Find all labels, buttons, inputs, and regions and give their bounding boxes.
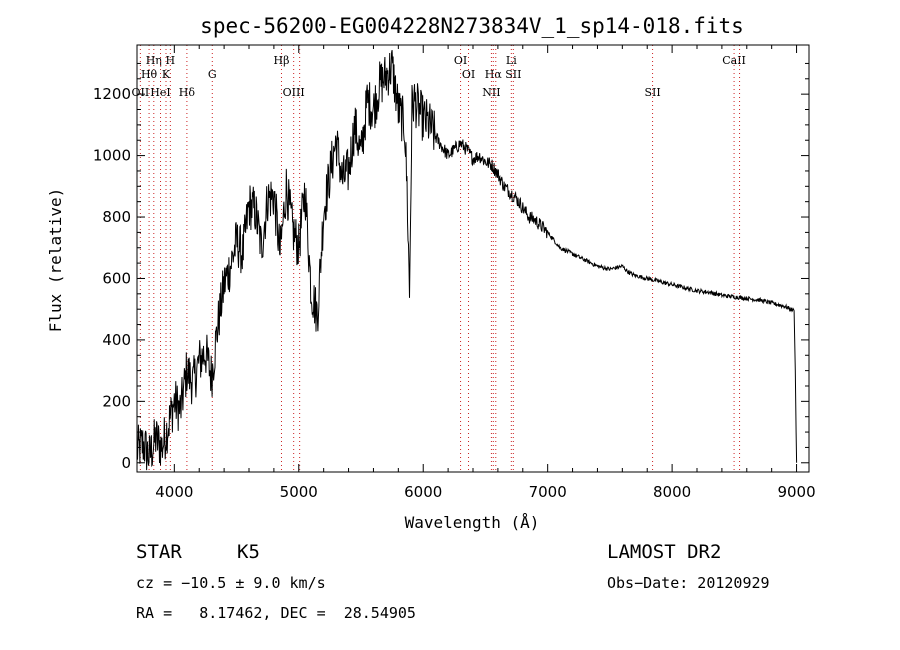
line-marker-label: NII <box>482 86 500 99</box>
line-marker-label: Hη <box>146 54 162 67</box>
spectrum-series-line <box>136 49 798 471</box>
line-marker-label: CaII <box>722 54 746 67</box>
y-tick-label: 400 <box>102 331 131 349</box>
chart-title: spec-56200-EG004228N273834V_1_sp14-018.f… <box>200 14 744 38</box>
y-tick-label: 1200 <box>93 85 131 103</box>
y-axis-label: Flux (relative) <box>46 188 65 333</box>
line-marker-label: SII <box>644 86 660 99</box>
line-marker-label: K <box>162 68 171 81</box>
x-tick-label: 8000 <box>653 483 691 501</box>
x-tick-label: 5000 <box>280 483 318 501</box>
line-marker-label: OI <box>462 68 475 81</box>
x-tick-label: 7000 <box>529 483 567 501</box>
line-marker-label: Hα <box>485 68 503 81</box>
y-tick-label: 600 <box>102 269 131 287</box>
line-marker-label: OIII <box>283 86 305 99</box>
line-marker-label: Hδ <box>179 86 196 99</box>
y-tick-label: 1000 <box>93 147 131 165</box>
object-class: STAR <box>136 541 182 563</box>
line-marker-label: H <box>166 54 176 67</box>
x-tick-label: 6000 <box>404 483 442 501</box>
line-marker-label: Li <box>506 54 517 67</box>
y-tick-label: 0 <box>121 454 131 472</box>
y-tick-label: 800 <box>102 208 131 226</box>
y-axis-ticks: 0 200 400 600 800 1000 1200 <box>93 62 809 472</box>
cz-value: cz = −10.5 ± 9.0 km/s <box>136 574 326 592</box>
line-marker-label: OI <box>454 54 467 67</box>
line-marker-label: HeI <box>150 86 170 99</box>
y-tick-label: 200 <box>102 392 131 410</box>
x-tick-label: 9000 <box>777 483 815 501</box>
x-tick-label: 4000 <box>155 483 193 501</box>
obs-date: Obs−Date: 20120929 <box>607 574 770 592</box>
object-subclass: K5 <box>237 541 260 563</box>
coordinates: RA = 8.17462, DEC = 28.54905 <box>136 604 416 622</box>
line-marker-label: SII <box>505 68 521 81</box>
x-axis-label: Wavelength (Å) <box>405 513 540 532</box>
line-marker-label: Hθ <box>141 68 158 81</box>
line-marker-label: G <box>208 68 217 81</box>
line-marker-label: OII <box>132 86 150 99</box>
survey-name: LAMOST DR2 <box>607 541 722 563</box>
x-axis-ticks: 4000 5000 6000 7000 8000 9000 <box>155 45 816 501</box>
line-marker-label: Hβ <box>274 54 290 67</box>
